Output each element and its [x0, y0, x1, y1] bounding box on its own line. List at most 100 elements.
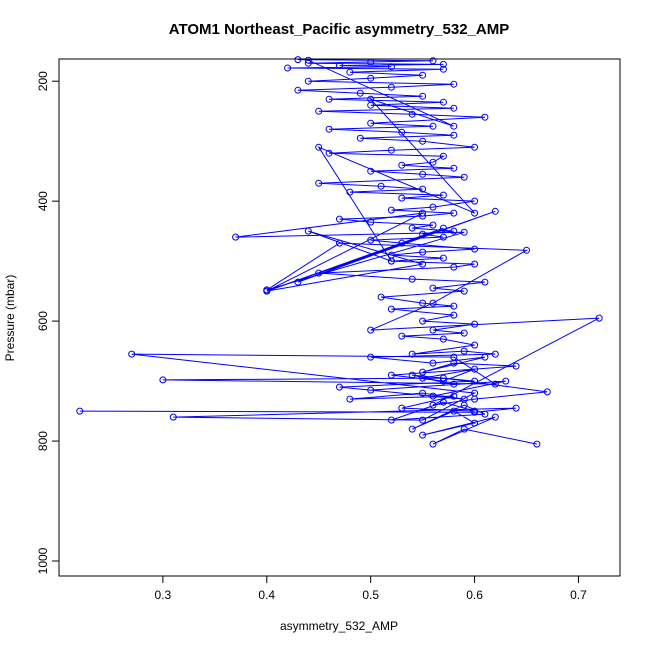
- x-tick-label: 0.3: [155, 588, 172, 602]
- series-0-point: [419, 299, 427, 307]
- series-0-point: [419, 389, 427, 397]
- x-axis: 0.3 0.4 0.5 0.6 0.7: [155, 575, 587, 602]
- series-0-point: [315, 179, 323, 187]
- series-0-point: [450, 263, 458, 271]
- y-tick-label: 1000: [36, 547, 50, 574]
- series-0-point: [398, 128, 406, 136]
- series-0-point: [450, 164, 458, 172]
- series-0-point: [387, 83, 395, 91]
- series-0-point: [398, 161, 406, 169]
- series-0-point: [367, 119, 375, 127]
- series-0-point: [429, 122, 437, 130]
- series-0-point: [294, 86, 302, 94]
- series-0-point: [419, 137, 427, 145]
- series-1-point: [304, 56, 312, 64]
- series-0-point: [481, 278, 489, 286]
- x-axis-label: asymmetry_532_AMP: [280, 619, 398, 633]
- series-1-point: [419, 260, 427, 268]
- series-1-point: [471, 209, 479, 217]
- series-0-point: [460, 173, 468, 181]
- chart-title: ATOM1 Northeast_Pacific asymmetry_532_AM…: [169, 21, 509, 38]
- series-0-point: [450, 104, 458, 112]
- series-1-point: [491, 380, 499, 388]
- series-0-point: [481, 353, 489, 361]
- series-1-point: [367, 95, 375, 103]
- series-0-point: [429, 359, 437, 367]
- series-1-point: [439, 374, 447, 382]
- series-0-point: [491, 350, 499, 358]
- series-0-point: [367, 167, 375, 175]
- series-0-point: [294, 56, 302, 64]
- series-1-point: [512, 404, 520, 412]
- y-axis-label: Pressure (mbar): [3, 275, 17, 362]
- series-0-point: [346, 68, 354, 76]
- series-0-point: [429, 440, 437, 448]
- x-tick-label: 0.6: [466, 588, 483, 602]
- series-0-point: [429, 158, 437, 166]
- series-1-point: [387, 257, 395, 265]
- series-1-point: [429, 401, 437, 409]
- series-0-point: [439, 65, 447, 73]
- series-1-point: [460, 228, 468, 236]
- series-0-point: [325, 95, 333, 103]
- series-0-point: [439, 335, 447, 343]
- series-0-point: [533, 440, 541, 448]
- series-0-point: [471, 245, 479, 253]
- series-1-point: [76, 407, 84, 415]
- series-1-point: [595, 314, 603, 322]
- series-0-point: [408, 224, 416, 232]
- series-1-point: [169, 413, 177, 421]
- series-0-point: [315, 107, 323, 115]
- series-0-point: [439, 191, 447, 199]
- series-1-point: [419, 209, 427, 217]
- series-1-point: [471, 408, 479, 416]
- series-0-point: [450, 311, 458, 319]
- series-layer: [76, 56, 603, 448]
- series-0-point: [419, 71, 427, 79]
- series-0-point: [471, 419, 479, 427]
- series-0-point: [460, 329, 468, 337]
- series-0-point: [429, 203, 437, 211]
- series-0-point: [460, 347, 468, 355]
- series-0-line: [287, 59, 538, 445]
- series-1-point: [336, 239, 343, 247]
- x-tick-label: 0.7: [570, 588, 587, 602]
- series-1-point: [471, 395, 479, 403]
- series-0-point: [471, 341, 479, 349]
- series-1-point: [429, 299, 437, 307]
- series-0-point: [408, 110, 416, 118]
- series-0-point: [502, 377, 510, 385]
- series-0-point: [450, 209, 458, 217]
- series-1-line: [79, 59, 600, 421]
- series-0-point: [367, 74, 375, 82]
- series-1-point: [304, 227, 312, 235]
- y-tick-label: 800: [36, 431, 50, 451]
- series-0-point: [387, 146, 395, 154]
- series-0-point: [460, 425, 468, 433]
- series-0-point: [356, 89, 364, 97]
- series-1-point: [315, 143, 323, 151]
- series-0-point: [367, 218, 375, 226]
- series-0-point: [336, 215, 343, 223]
- y-tick-label: 600: [36, 311, 50, 331]
- series-0-point: [367, 386, 375, 394]
- series-0-point: [429, 221, 437, 229]
- series-1-point: [367, 326, 375, 334]
- series-0-point: [429, 57, 437, 65]
- series-0-point: [439, 98, 447, 106]
- series-0-point: [336, 62, 343, 70]
- series-0-point: [429, 284, 437, 292]
- series-1-point: [543, 388, 551, 396]
- series-1-point: [523, 246, 530, 254]
- y-tick-label: 400: [36, 191, 50, 211]
- series-0-point: [419, 92, 427, 100]
- series-0-point: [387, 206, 395, 214]
- series-0-point: [450, 80, 458, 88]
- series-1-point: [491, 207, 499, 215]
- series-0-point: [419, 368, 427, 376]
- y-axis: 200 400 600 800 1000: [36, 71, 60, 574]
- series-0-point: [450, 407, 458, 415]
- series-0-point: [377, 293, 385, 301]
- series-0-point: [471, 260, 479, 268]
